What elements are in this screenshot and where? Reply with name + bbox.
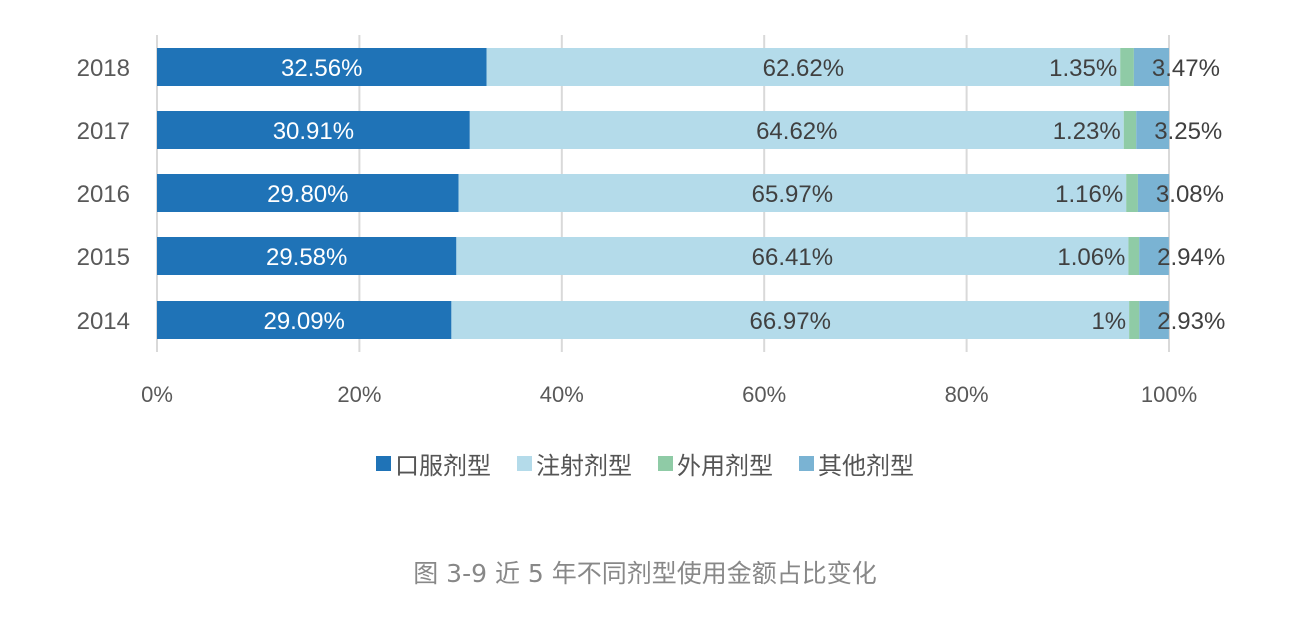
- data-label: 29.09%: [263, 308, 344, 335]
- bar-segment: [458, 174, 1127, 212]
- x-tick-label: 60%: [742, 382, 786, 407]
- data-label: 32.56%: [281, 55, 362, 82]
- x-tick-label: 0%: [141, 382, 173, 407]
- chart-caption: 图 3-9 近 5 年不同剂型使用金额占比变化: [413, 559, 877, 588]
- legend-swatch: [517, 456, 532, 471]
- data-label: 66.41%: [752, 244, 833, 271]
- data-label: 1%: [1091, 308, 1126, 335]
- bar-segment: [1139, 301, 1169, 339]
- x-tick-label: 40%: [540, 382, 584, 407]
- y-tick-label: 2014: [77, 308, 130, 335]
- bar-segment: [1120, 48, 1134, 86]
- data-label: 3.47%: [1152, 55, 1220, 82]
- bar-segment: [157, 174, 459, 212]
- legend-item: 注射剂型: [517, 446, 632, 481]
- legend-label: 注射剂型: [536, 452, 632, 480]
- data-label: 29.80%: [267, 181, 348, 208]
- bar-segment: [451, 301, 1130, 339]
- y-tick-label: 2017: [77, 118, 130, 145]
- data-label: 3.08%: [1156, 181, 1224, 208]
- data-label: 62.62%: [763, 55, 844, 82]
- bar-segment: [1128, 237, 1140, 275]
- legend-label: 外用剂型: [677, 452, 773, 480]
- legend: 口服剂型 注射剂型 外用剂型 其他剂型: [0, 446, 1290, 481]
- x-tick-label: 20%: [337, 382, 381, 407]
- data-label: 2.94%: [1157, 244, 1225, 271]
- bar-segment: [456, 237, 1129, 275]
- legend-item: 外用剂型: [658, 446, 773, 481]
- bar-segment: [1129, 301, 1140, 339]
- y-tick-label: 2018: [77, 55, 130, 82]
- legend-swatch: [658, 456, 673, 471]
- y-tick-label: 2016: [77, 181, 130, 208]
- bar-segment: [157, 301, 452, 339]
- bar-segment: [1136, 111, 1170, 149]
- data-label: 66.97%: [750, 308, 831, 335]
- x-tick-label: 80%: [945, 382, 989, 407]
- bar-segment: [157, 111, 470, 149]
- data-label: 1.35%: [1049, 55, 1117, 82]
- legend-label: 口服剂型: [395, 452, 491, 480]
- bar-segment: [157, 48, 487, 86]
- bar-segment: [1123, 111, 1137, 149]
- bar-segment: [1137, 174, 1170, 212]
- legend-swatch: [799, 456, 814, 471]
- data-label: 3.25%: [1154, 118, 1222, 145]
- bar-segment: [1133, 48, 1169, 86]
- legend-item: 其他剂型: [799, 446, 914, 481]
- data-label: 30.91%: [273, 118, 354, 145]
- bar-segment: [157, 237, 457, 275]
- bar-segment: [1126, 174, 1138, 212]
- legend-label: 其他剂型: [818, 452, 914, 480]
- data-label: 1.23%: [1053, 118, 1121, 145]
- data-label: 29.58%: [266, 244, 347, 271]
- y-tick-label: 2015: [77, 244, 130, 271]
- data-label: 2.93%: [1157, 308, 1225, 335]
- data-label: 1.16%: [1055, 181, 1123, 208]
- bar-segment: [486, 48, 1121, 86]
- legend-item: 口服剂型: [376, 446, 491, 481]
- bar-segment: [469, 111, 1124, 149]
- legend-swatch: [376, 456, 391, 471]
- data-label: 65.97%: [752, 181, 833, 208]
- bar-segment: [1139, 237, 1169, 275]
- x-tick-label: 100%: [1141, 382, 1197, 407]
- data-label: 1.06%: [1057, 244, 1125, 271]
- data-label: 64.62%: [756, 118, 837, 145]
